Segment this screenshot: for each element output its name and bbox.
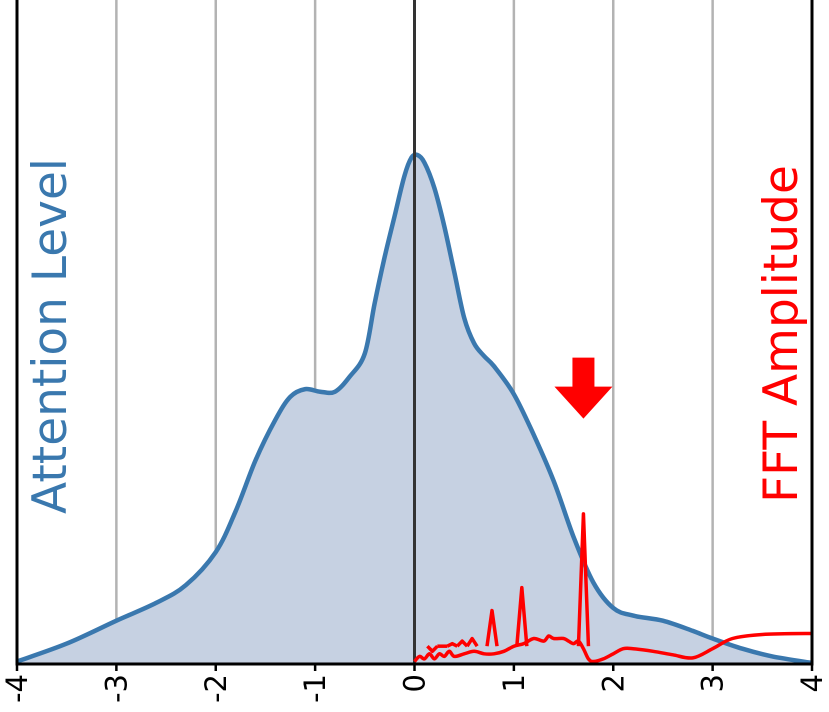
fft-spike [455, 639, 469, 648]
fft-spike [465, 636, 479, 648]
density-line [16, 152, 813, 666]
fft-spike [576, 512, 591, 647]
right-axis-label: FFT Amplitude [754, 165, 809, 503]
tick-label: 3 [696, 674, 730, 692]
tick-label: -4 [0, 674, 34, 703]
tick-label: -1 [298, 674, 332, 703]
fft-spike [446, 641, 459, 648]
fft-spike [515, 585, 529, 647]
fft-spikes [426, 512, 591, 654]
x-tick-labels: -4 -3 -2 -1 0 1 2 3 4 [0, 664, 829, 703]
down-arrow-icon [554, 357, 613, 419]
tick-label: 0 [398, 674, 432, 692]
grid-lines [115, 0, 714, 664]
fft-line [413, 631, 813, 664]
tick-label: 2 [596, 674, 630, 692]
tick-label: -2 [199, 674, 233, 703]
tick-label: 1 [497, 674, 531, 692]
arrow-annotations [554, 357, 613, 419]
tick-label: -3 [99, 674, 133, 703]
left-axis-label: Attention Level [23, 158, 78, 514]
tick-label: 4 [795, 674, 829, 692]
fft-spike [426, 644, 439, 654]
fft-spike [485, 608, 499, 647]
